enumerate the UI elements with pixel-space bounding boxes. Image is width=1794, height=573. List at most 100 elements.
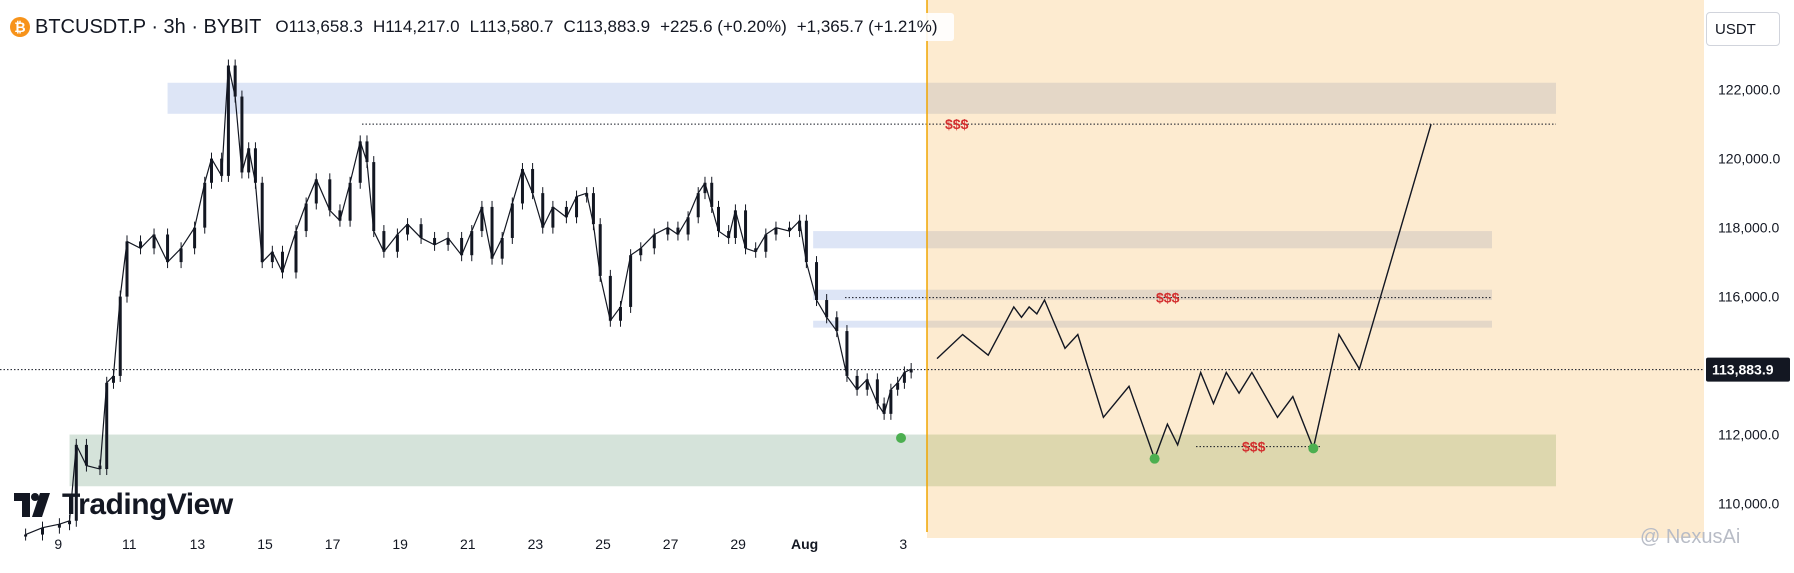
candle-body-2 <box>57 524 61 528</box>
candle-body-45 <box>490 206 494 259</box>
candle-body-49 <box>531 168 535 194</box>
candle-body-74 <box>774 227 778 235</box>
candle-body-52 <box>564 206 568 218</box>
liquidity-label-0: $$$ <box>945 116 969 132</box>
zone-history-2 <box>813 289 927 301</box>
pivot-dot-1[interactable] <box>1149 453 1160 464</box>
candle-body-79 <box>825 300 829 318</box>
close-value: C113,883.9 <box>563 17 651 36</box>
candle-body-5 <box>84 444 88 466</box>
candle-body-7 <box>105 382 109 470</box>
candle-body-69 <box>727 231 731 238</box>
candle-body-66 <box>703 182 707 194</box>
projected-path-line <box>936 123 1432 461</box>
x-tick-label-9: 27 <box>663 536 679 552</box>
candle-body-87 <box>896 382 900 390</box>
candle-body-11 <box>139 241 143 249</box>
symbol-label[interactable]: BTCUSDT.P · 3h · BYBIT <box>35 15 262 38</box>
candle-body-60 <box>639 248 643 256</box>
candle-body-37 <box>395 234 399 252</box>
x-tick-label-12: 3 <box>899 536 907 552</box>
candle-body-9 <box>118 296 122 376</box>
zone-history-4 <box>69 434 928 487</box>
liquidity-label-1: $$$ <box>1156 290 1180 306</box>
candle-body-61 <box>652 234 656 249</box>
y-tick-label-5: 112,000.0 <box>1718 427 1779 443</box>
x-tick-label-1: 11 <box>122 536 137 552</box>
candle-body-22 <box>247 148 251 173</box>
candle-body-20 <box>233 65 237 97</box>
candle-body-1 <box>41 527 44 535</box>
candle-body-25 <box>270 251 274 263</box>
candle-body-15 <box>193 227 197 249</box>
candle-body-30 <box>328 179 332 211</box>
x-tick-label-2: 13 <box>190 536 206 552</box>
candle-body-47 <box>510 203 514 238</box>
zone-projection-0 <box>927 82 1556 114</box>
candle-body-75 <box>787 227 791 232</box>
candle-body-13 <box>166 234 170 263</box>
candle-body-58 <box>618 306 622 321</box>
y-tick-label-2: 118,000.0 <box>1718 220 1779 236</box>
candle-body-31 <box>338 210 342 221</box>
zone-history-1 <box>813 231 927 249</box>
candle-body-8 <box>111 375 115 383</box>
candle-body-70 <box>733 210 737 238</box>
candle-body-63 <box>676 227 680 235</box>
candle-body-65 <box>696 193 700 218</box>
candle-body-4 <box>74 444 78 521</box>
candle-body-85 <box>882 403 886 414</box>
symbol-header[interactable]: ₿ BTCUSDT.P · 3h · BYBIT O113,658.3 H114… <box>8 13 954 41</box>
low-value: L113,580.7 <box>469 17 554 36</box>
candle-body-83 <box>865 379 869 390</box>
candle-body-29 <box>314 179 318 204</box>
candle-body-78 <box>815 262 819 301</box>
zone-projection-3 <box>927 320 1492 328</box>
price-path-line <box>25 65 912 536</box>
zone-projection-4 <box>927 434 1556 487</box>
candle-body-24 <box>260 182 264 263</box>
x-tick-label-10: 29 <box>730 536 746 552</box>
x-tick-label-8: 25 <box>595 536 611 552</box>
candle-body-67 <box>710 182 714 207</box>
high-value: H114,217.0 <box>372 17 460 36</box>
candle-body-41 <box>446 237 450 245</box>
candle-body-77 <box>804 220 808 263</box>
candle-body-59 <box>629 255 633 307</box>
candle-body-86 <box>889 389 893 414</box>
x-tick-label-3: 15 <box>257 536 273 552</box>
currency-selector[interactable]: USDT <box>1706 12 1780 46</box>
zone-projection-1 <box>927 231 1492 249</box>
x-tick-label-11: Aug <box>791 536 818 552</box>
author-watermark: @ NexusAi <box>1640 526 1741 548</box>
candle-body-46 <box>500 237 504 259</box>
x-tick-label-4: 17 <box>325 536 341 552</box>
x-tick-label-0: 9 <box>54 536 62 552</box>
change-value: +225.6 (+0.20%) <box>660 17 787 36</box>
candle-body-80 <box>835 317 839 332</box>
pivot-dot-0[interactable] <box>896 432 907 443</box>
candle-body-44 <box>480 206 484 232</box>
candle-body-57 <box>608 275 612 321</box>
tradingview-logo-icon <box>14 493 50 517</box>
candle-body-71 <box>744 210 748 249</box>
candle-body-39 <box>419 224 423 238</box>
current-price-tag[interactable] <box>1706 357 1790 382</box>
tradingview-logo[interactable]: TradingView <box>14 488 233 522</box>
candle-body-28 <box>304 203 308 232</box>
x-tick-label-6: 21 <box>460 536 476 552</box>
candle-body-84 <box>875 379 879 404</box>
candle-body-16 <box>203 182 207 228</box>
pivot-dot-2[interactable] <box>1308 443 1319 454</box>
candle-body-36 <box>382 231 386 252</box>
y-tick-label-1: 120,000.0 <box>1718 151 1780 167</box>
tradingview-logo-text: TradingView <box>62 488 233 521</box>
y-tick-label-0: 122,000.0 <box>1718 82 1780 98</box>
candle-body-38 <box>406 224 410 235</box>
change-value-2: +1,365.7 (+1.21%) <box>796 17 938 36</box>
current-price-tag-label: 113,883.9 <box>1712 362 1774 378</box>
bitcoin-icon: ₿ <box>10 17 30 37</box>
x-tick-label-7: 23 <box>528 536 544 552</box>
